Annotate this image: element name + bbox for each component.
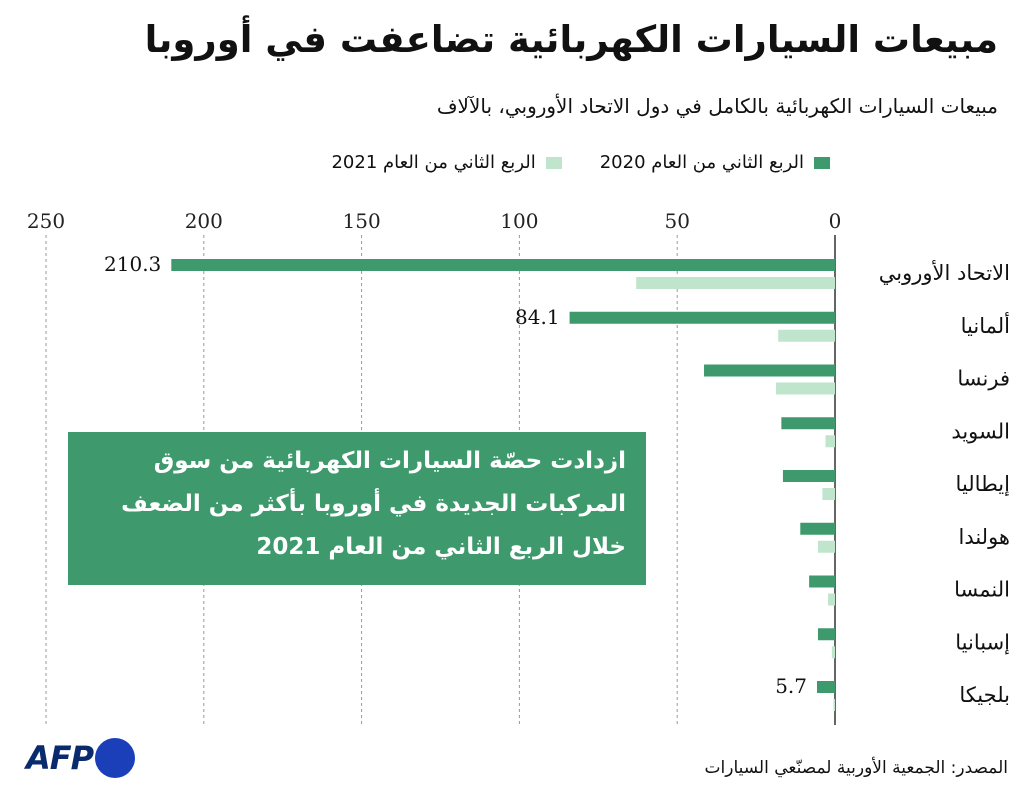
bar: [833, 699, 835, 711]
logo: AFP: [26, 738, 136, 778]
annotation-box: ازدادت حصّة السيارات الكهربائية من سوق ال…: [68, 432, 646, 585]
bar: [704, 364, 835, 377]
annotation-line: خلال الربع الثاني من العام 2021: [256, 534, 626, 560]
chart-title: مبيعات السيارات الكهربائية تضاعفت في أور…: [144, 18, 998, 61]
source: المصدر: الجمعية الأوربية لمصنّعي السيارا…: [704, 758, 1008, 778]
legend-item: الربع الثاني من العام 2021: [331, 152, 562, 173]
legend-label: الربع الثاني من العام 2020: [599, 152, 804, 173]
logo-circle: [95, 738, 136, 778]
data-label: 84.1: [515, 305, 560, 329]
bar: [817, 628, 835, 641]
x-tick-label: 0: [829, 209, 842, 233]
y-tick-label: فرنسا: [957, 367, 1010, 391]
legend-swatch: [545, 156, 562, 169]
bar: [828, 593, 835, 606]
legend-label: الربع الثاني من العام 2021: [331, 152, 536, 173]
chart-subtitle: مبيعات السيارات الكهربائية بالكامل في دو…: [436, 94, 998, 118]
bar: [817, 681, 835, 693]
bar: [778, 329, 835, 342]
x-tick-label: 200: [185, 209, 223, 233]
y-tick-label: إسبانيا: [955, 630, 1010, 655]
data-label: 210.3: [104, 252, 161, 276]
y-tick-label: هولندا: [958, 525, 1010, 549]
x-tick-label: 100: [500, 209, 538, 233]
x-tick-label: 50: [664, 209, 689, 233]
x-tick-label: 250: [27, 209, 65, 233]
y-tick-label: الاتحاد الأوروبي: [879, 260, 1010, 285]
bar: [781, 417, 835, 430]
legend: الربع الثاني من العام 2020 الربع الثاني م…: [331, 152, 830, 173]
x-tick-label: 150: [343, 209, 381, 233]
bar: [782, 470, 835, 482]
bar: [569, 311, 835, 324]
y-tick-label: السويد: [951, 419, 1010, 443]
bar: [822, 488, 835, 500]
annotation-line: المركبات الجديدة في أوروبا بأكثر من الضع…: [121, 491, 626, 517]
bar: [825, 435, 835, 448]
logo-text: AFP: [26, 739, 94, 777]
y-tick-label: إيطاليا: [956, 472, 1010, 497]
annotation-line: ازدادت حصّة السيارات الكهربائية من سوق: [153, 448, 626, 474]
y-tick-label: ألمانيا: [961, 312, 1010, 338]
bar: [636, 277, 835, 289]
bar: [817, 540, 835, 553]
data-label: 5.7: [775, 674, 807, 698]
legend-item: الربع الثاني من العام 2020: [600, 152, 830, 173]
y-tick-label: بلجيكا: [959, 683, 1010, 707]
y-tick-label: النمسا: [954, 578, 1010, 602]
bar: [800, 522, 835, 535]
bar: [171, 259, 835, 271]
legend-swatch: [814, 156, 830, 169]
bar: [831, 646, 835, 659]
bar: [775, 382, 835, 395]
bar: [809, 575, 835, 588]
